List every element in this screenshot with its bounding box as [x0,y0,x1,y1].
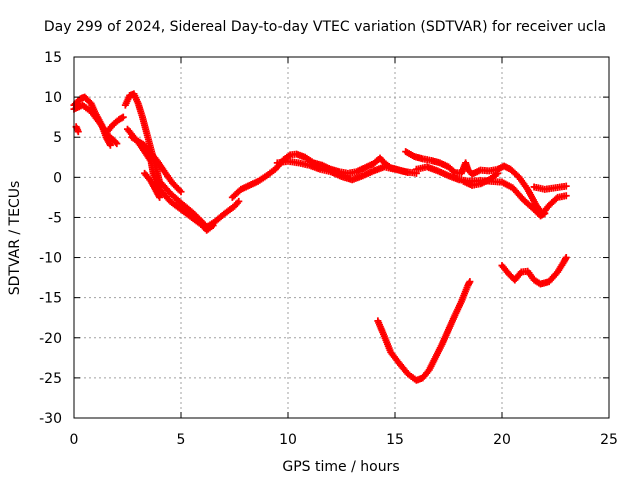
data-point [119,113,127,121]
data-point [106,141,114,149]
series-track-1 [70,93,114,149]
x-tick-label: 15 [386,432,404,448]
y-axis-label: SDTVAR / TECUs [7,181,23,296]
x-tick-label: 10 [279,432,297,448]
series-track-13 [459,169,502,189]
y-tick-label: -10 [39,251,62,267]
y-tick-label: 0 [53,170,62,186]
x-tick-label: 20 [493,432,511,448]
data-point [112,138,120,146]
data-point [74,128,82,136]
data-point [209,221,217,229]
data-point [541,209,549,217]
tick-layer: 0 5 10 15 20 25 -30 -25 -20 -15 -10 -5 0 5 10 15 [39,50,618,448]
series-track-2 [72,123,82,136]
y-tick-label: -20 [39,331,62,347]
y-tick-label: -15 [39,291,62,307]
y-tick-label: 15 [44,50,62,66]
y-tick-label: -25 [39,371,62,387]
series-track-10 [273,157,420,184]
grid-layer [74,57,609,418]
data-point [562,192,570,200]
data-point [177,188,185,196]
series-track-16 [498,254,570,288]
data-point [494,169,502,177]
data-point [562,254,570,262]
data-point [113,140,121,148]
x-tick-label: 25 [600,432,618,448]
data-layer [70,90,570,384]
data-point [235,197,243,205]
series-track-7 [141,169,164,201]
x-axis-label: GPS time / hours [282,459,399,475]
y-tick-label: -5 [48,210,62,226]
x-tick-label: 0 [70,432,79,448]
data-point [156,193,164,201]
plot-frame [73,56,610,419]
y-tick-label: 10 [44,90,62,106]
data-point [466,278,474,286]
series-track-4 [102,113,127,137]
series-track-8 [128,133,185,196]
data-point [562,182,570,190]
x-tick-label: 5 [177,432,186,448]
y-tick-label: -30 [39,411,62,427]
chart-title: Day 299 of 2024, Sidereal Day-to-day VTE… [44,19,606,35]
data-point [552,195,560,203]
series-track-9 [228,150,412,201]
y-tick-label: 5 [53,130,62,146]
series-track-14 [530,182,570,193]
series-track-15 [374,278,474,384]
series-track-11 [402,148,570,217]
